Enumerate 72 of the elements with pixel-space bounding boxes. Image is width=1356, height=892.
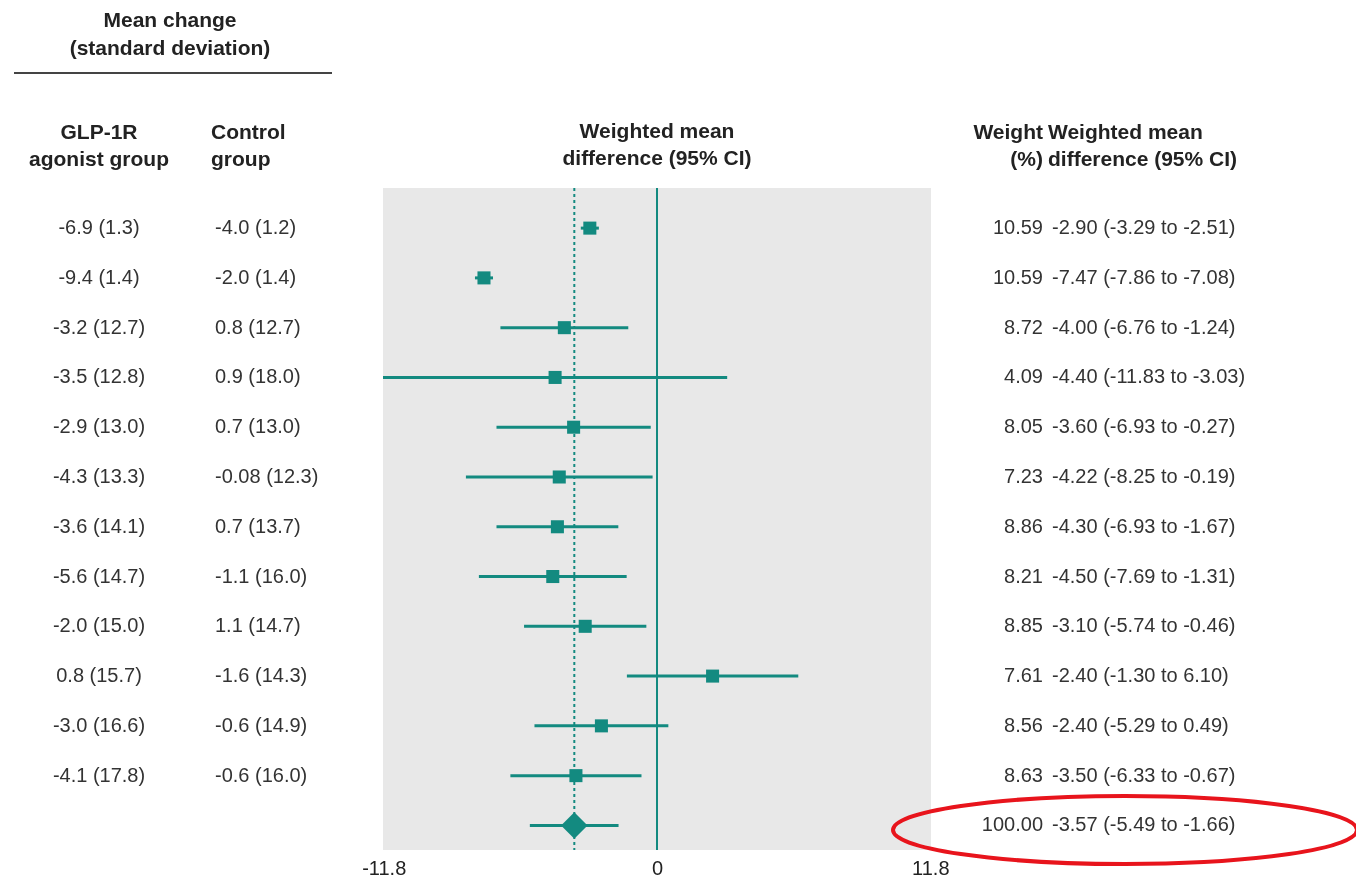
text: -2.40 (-5.29 to 0.49)	[1052, 713, 1229, 736]
text: 7.61	[1004, 664, 1043, 687]
text: -2.0 (15.0)	[52, 614, 146, 637]
text: -6.9 (1.3)	[58, 216, 140, 239]
text: -3.5 (12.8)	[52, 365, 146, 388]
text: 0.8 (15.7)	[56, 664, 142, 687]
text: Control group	[211, 120, 286, 170]
x-axis-title: Weighted mean difference (95% CI)	[562, 119, 752, 169]
text: 0.9 (18.0)	[215, 365, 301, 388]
point	[561, 812, 588, 839]
text: -4.22 (-8.25 to -0.19)	[1052, 464, 1236, 487]
text: 8.86	[1004, 514, 1043, 537]
point	[548, 370, 562, 384]
point	[578, 619, 592, 633]
text: -0.6 (16.0)	[215, 763, 308, 786]
text: -3.6 (14.1)	[52, 514, 146, 537]
text: 0.8 (12.7)	[215, 315, 301, 338]
point	[706, 669, 720, 683]
text: -3.50 (-6.33 to -0.67)	[1052, 763, 1236, 786]
text: 1.1 (14.7)	[215, 614, 301, 637]
text: -3.57 (-5.49 to -1.66)	[1052, 813, 1236, 836]
text: -3.2 (12.7)	[52, 315, 146, 338]
text: Mean change (standard deviation)	[68, 7, 272, 61]
text: -4.0 (1.2)	[215, 216, 297, 239]
point	[550, 520, 564, 534]
text: GLP-1R agonist group	[29, 120, 169, 170]
text: -0.6 (14.9)	[215, 713, 308, 736]
text: -9.4 (1.4)	[58, 265, 140, 288]
x-tick-label: 0	[651, 856, 664, 879]
text: 8.85	[1004, 614, 1043, 637]
text: Weight (%)	[973, 120, 1043, 170]
text: -1.6 (14.3)	[215, 664, 308, 687]
text: -2.9 (13.0)	[52, 415, 146, 438]
text: 10.59	[992, 265, 1043, 288]
point	[567, 420, 581, 434]
text: -3.10 (-5.74 to -0.46)	[1052, 614, 1236, 637]
text: -0.08 (12.3)	[215, 464, 319, 487]
text: -2.0 (1.4)	[215, 265, 297, 288]
text: 100.00	[981, 813, 1043, 836]
text: 8.56	[1004, 713, 1043, 736]
text: 8.21	[1004, 564, 1043, 587]
text: 0.7 (13.0)	[215, 415, 301, 438]
text: -4.3 (13.3)	[52, 464, 146, 487]
text: 0.7 (13.7)	[215, 514, 301, 537]
text: 10.59	[992, 216, 1043, 239]
point	[594, 719, 608, 733]
point	[557, 321, 571, 335]
text: 8.63	[1004, 763, 1043, 786]
point	[552, 470, 566, 484]
text: -4.30 (-6.93 to -1.67)	[1052, 514, 1236, 537]
text: 8.72	[1004, 315, 1043, 338]
text: -4.40 (-11.83 to -3.03)	[1052, 365, 1246, 388]
text: -3.60 (-6.93 to -0.27)	[1052, 415, 1236, 438]
text: -7.47 (-7.86 to -7.08)	[1052, 265, 1236, 288]
text: -2.40 (-1.30 to 6.10)	[1052, 664, 1229, 687]
text: -3.0 (16.6)	[52, 713, 146, 736]
text: -1.1 (16.0)	[215, 564, 308, 587]
text: 4.09	[1004, 365, 1043, 388]
x-tick-label: 11.8	[912, 856, 950, 879]
text: -4.1 (17.8)	[52, 763, 146, 786]
text: -4.50 (-7.69 to -1.31)	[1052, 564, 1236, 587]
text: Weighted mean difference (95% CI)	[1048, 120, 1238, 170]
point	[546, 570, 560, 584]
x-tick-label: -11.8	[362, 856, 407, 879]
point	[569, 769, 583, 783]
point	[583, 221, 597, 235]
text: -2.90 (-3.29 to -2.51)	[1052, 216, 1236, 239]
text: -5.6 (14.7)	[52, 564, 146, 587]
text: -4.00 (-6.76 to -1.24)	[1052, 315, 1236, 338]
text: 8.05	[1004, 415, 1043, 438]
point	[477, 271, 491, 285]
text: 7.23	[1004, 464, 1043, 487]
